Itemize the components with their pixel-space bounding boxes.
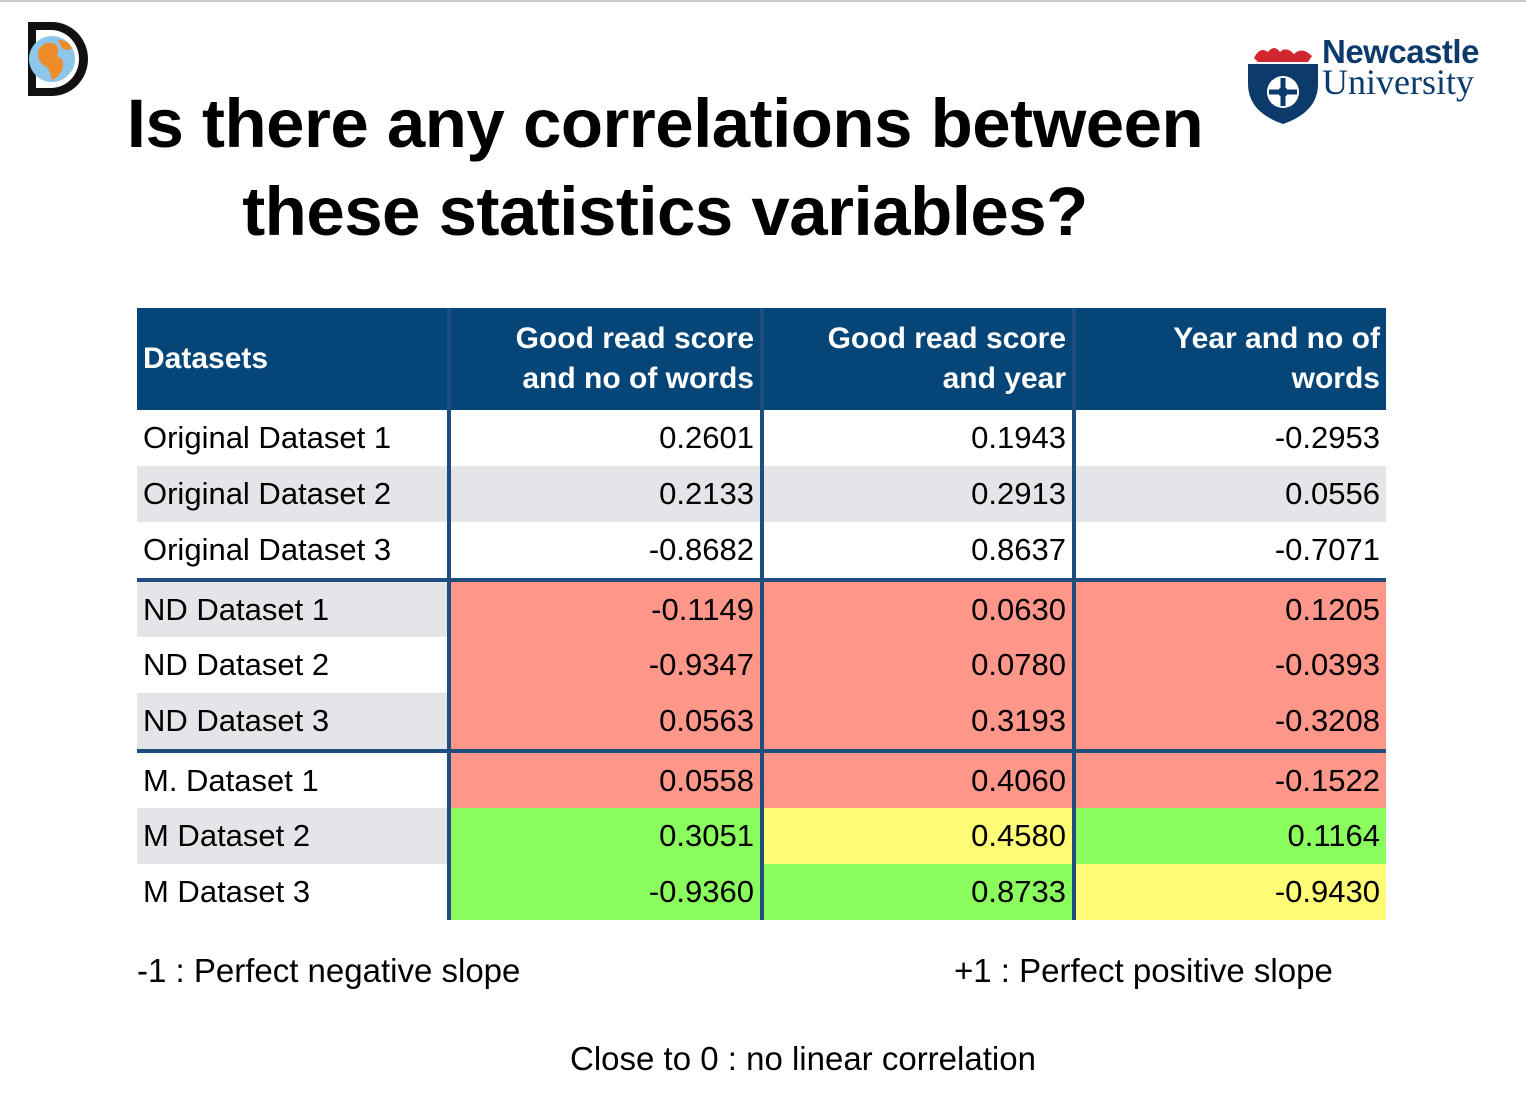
table-row: Original Dataset 1 0.2601 0.1943 -0.2953: [137, 410, 1386, 466]
header-score-words-l1: Good read score: [515, 322, 754, 355]
table-row: M Dataset 2 0.3051 0.4580 0.1164: [137, 808, 1386, 864]
table-row: ND Dataset 3 0.0563 0.3193 -0.3208: [137, 693, 1386, 751]
dataset-name-cell: Original Dataset 2: [137, 466, 449, 522]
table-row: M. Dataset 1 0.0558 0.4060 -0.1522: [137, 749, 1386, 808]
university-shield-icon: [1248, 42, 1318, 124]
correlation-value-cell: -0.9360: [447, 864, 762, 920]
header-score-year: Good read score and year: [760, 308, 1074, 410]
dataset-name-cell: M Dataset 2: [137, 808, 449, 864]
correlation-table: Datasets Good read score and no of words…: [137, 308, 1386, 920]
correlation-value-cell: 0.8733: [760, 864, 1074, 920]
header-year-words-l2: words: [1291, 362, 1380, 395]
table-header-row: Datasets Good read score and no of words…: [137, 308, 1386, 410]
dataset-name-cell: Original Dataset 3: [137, 522, 449, 580]
correlation-value-cell: 0.2133: [447, 466, 762, 522]
correlation-value-cell: -0.1522: [1072, 749, 1386, 808]
correlation-value-cell: 0.8637: [760, 522, 1074, 580]
dataset-name-cell: ND Dataset 3: [137, 693, 449, 751]
correlation-value-cell: 0.0780: [760, 637, 1074, 693]
correlation-value-cell: -0.2953: [1072, 410, 1386, 466]
dataset-name-cell: M. Dataset 1: [137, 749, 449, 808]
table-row: Original Dataset 3 -0.8682 0.8637 -0.7071: [137, 522, 1386, 580]
correlation-value-cell: 0.0556: [1072, 466, 1386, 522]
header-year-words: Year and no of words: [1072, 308, 1386, 410]
dataset-name-cell: ND Dataset 2: [137, 637, 449, 693]
correlation-value-cell: -0.3208: [1072, 693, 1386, 751]
header-datasets: Datasets: [137, 308, 449, 410]
header-score-words: Good read score and no of words: [447, 308, 762, 410]
university-logo: Newcastle University: [1246, 35, 1506, 126]
header-score-year-l2: and year: [942, 362, 1066, 395]
correlation-value-cell: -0.0393: [1072, 637, 1386, 693]
page-title: Is there any correlations between these …: [60, 80, 1270, 256]
header-score-words-l2: and no of words: [522, 362, 754, 395]
correlation-value-cell: -0.9347: [447, 637, 762, 693]
correlation-value-cell: 0.4060: [760, 749, 1074, 808]
dataset-name-cell: ND Dataset 1: [137, 578, 449, 637]
correlation-value-cell: -0.1149: [447, 578, 762, 637]
table-row: ND Dataset 2 -0.9347 0.0780 -0.0393: [137, 637, 1386, 693]
table-row: M Dataset 3 -0.9360 0.8733 -0.9430: [137, 864, 1386, 920]
dataset-name-cell: Original Dataset 1: [137, 410, 449, 466]
university-name-line1: Newcastle: [1322, 33, 1479, 70]
correlation-value-cell: 0.3051: [447, 808, 762, 864]
table-body: Original Dataset 1 0.2601 0.1943 -0.2953 Ori…: [137, 410, 1386, 920]
correlation-value-cell: 0.1164: [1072, 808, 1386, 864]
correlation-value-cell: 0.2601: [447, 410, 762, 466]
correlation-value-cell: 0.2913: [760, 466, 1074, 522]
page-title-line1: Is there any correlations between: [126, 85, 1204, 162]
correlation-value-cell: 0.0563: [447, 693, 762, 751]
legend-zero: Close to 0 : no linear correlation: [570, 1040, 1036, 1077]
page-title-line2: these statistics variables?: [242, 173, 1088, 250]
legend-positive: +1 : Perfect positive slope: [954, 952, 1333, 989]
correlation-value-cell: 0.0558: [447, 749, 762, 808]
correlation-value-cell: -0.8682: [447, 522, 762, 580]
header-datasets-label: Datasets: [143, 342, 269, 375]
university-name-line2: University: [1322, 62, 1474, 102]
correlation-value-cell: 0.4580: [760, 808, 1074, 864]
app-logo-icon: [22, 18, 92, 100]
dataset-name-cell: M Dataset 3: [137, 864, 449, 920]
correlation-value-cell: -0.9430: [1072, 864, 1386, 920]
table-row: ND Dataset 1 -0.1149 0.0630 0.1205: [137, 578, 1386, 637]
header-year-words-l1: Year and no of: [1173, 322, 1380, 355]
correlation-value-cell: -0.7071: [1072, 522, 1386, 580]
legend-negative: -1 : Perfect negative slope: [137, 952, 521, 989]
top-rule: [0, 0, 1526, 2]
correlation-value-cell: 0.1943: [760, 410, 1074, 466]
correlation-value-cell: 0.1205: [1072, 578, 1386, 637]
correlation-value-cell: 0.0630: [760, 578, 1074, 637]
correlation-value-cell: 0.3193: [760, 693, 1074, 751]
table-row: Original Dataset 2 0.2133 0.2913 0.0556: [137, 466, 1386, 522]
header-score-year-l1: Good read score: [827, 322, 1066, 355]
